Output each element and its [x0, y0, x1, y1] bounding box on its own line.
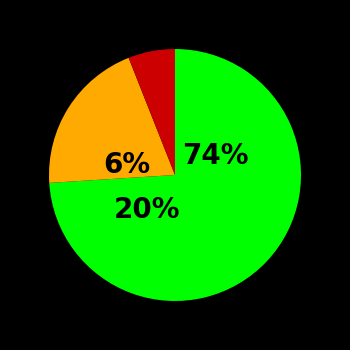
Text: 6%: 6%: [104, 151, 151, 179]
Text: 20%: 20%: [114, 196, 181, 224]
Text: 74%: 74%: [182, 142, 248, 170]
Wedge shape: [128, 49, 175, 175]
Wedge shape: [49, 58, 175, 183]
Wedge shape: [49, 49, 301, 301]
